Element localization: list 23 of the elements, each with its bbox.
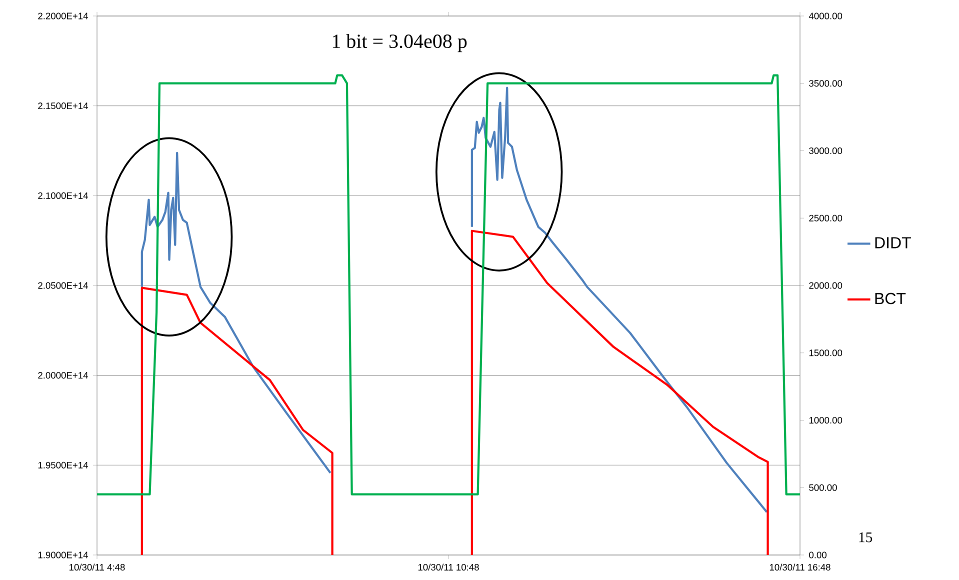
y2-tick-label: 500.00	[809, 484, 837, 491]
y-tick-label: 1.9500E+14	[38, 462, 88, 468]
y2-tick-label: 3000.00	[809, 147, 842, 154]
legend-label: DIDT	[875, 237, 911, 248]
y2-tick-label: 1000.00	[809, 416, 842, 424]
y-tick-label: 2.1000E+14	[38, 192, 88, 199]
y-tick-label: 1.9000E+14	[38, 552, 88, 558]
x-tick-label: 10/30/11 10:48	[418, 564, 479, 571]
y-tick-label: 2.0500E+14	[38, 282, 88, 289]
y-tick-label: 2.2000E+14	[38, 12, 88, 20]
y2-tick-label: 2000.00	[809, 282, 842, 289]
x-tick-label: 10/30/11 16:48	[770, 564, 830, 571]
y2-tick-label: 3500.00	[809, 80, 842, 87]
text: 15	[859, 532, 872, 542]
y2-tick-label: 2500.00	[809, 214, 842, 222]
x-tick-label: 10/30/11 4:48	[70, 564, 125, 571]
y2-tick-label: 0.00	[809, 552, 827, 558]
y2-tick-label: 1500.00	[809, 350, 842, 356]
legend-label: BCT	[875, 292, 906, 304]
text: 1 bit = 3.04e08 p	[332, 34, 467, 52]
y-tick-label: 2.0000E+14	[38, 372, 88, 379]
y-tick-label: 2.1500E+14	[38, 102, 88, 110]
y2-tick-label: 4000.00	[808, 12, 842, 20]
